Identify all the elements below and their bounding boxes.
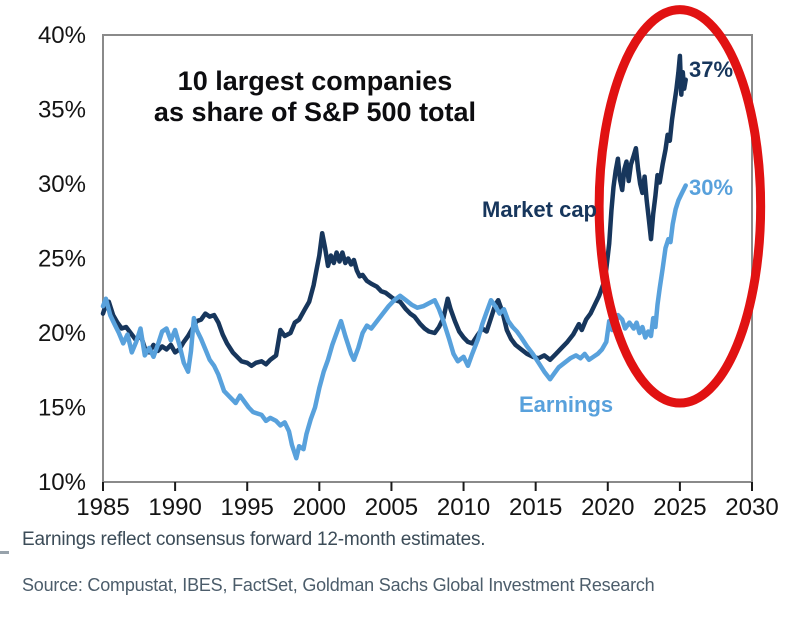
y-tick-label: 25% xyxy=(38,246,86,273)
y-tick-label: 15% xyxy=(38,395,86,422)
x-tick-label: 2030 xyxy=(725,494,778,521)
earnings-end-value: 30% xyxy=(689,175,734,200)
x-tick-label: 1990 xyxy=(148,494,201,521)
highlight-ellipse xyxy=(594,5,766,408)
x-tick-label: 2010 xyxy=(437,494,490,521)
x-tick-label: 2020 xyxy=(581,494,634,521)
market-cap-series-label: Market cap xyxy=(482,197,597,222)
y-tick-label: 35% xyxy=(38,97,86,124)
x-tick-label: 1995 xyxy=(221,494,274,521)
market-cap-end-value: 37% xyxy=(689,57,734,82)
chart-title: 10 largest companies as share of S&P 500… xyxy=(115,66,515,128)
y-tick-label: 10% xyxy=(38,469,86,496)
chart-title-line2: as share of S&P 500 total xyxy=(153,97,477,128)
chart-title-line1: 10 largest companies xyxy=(177,66,453,96)
footnote-text: Earnings reflect consensus forward 12-mo… xyxy=(22,529,486,550)
y-tick-label: 40% xyxy=(38,22,86,49)
earnings-series-label: Earnings xyxy=(519,392,614,417)
x-tick-label: 2025 xyxy=(653,494,706,521)
x-tick-label: 1985 xyxy=(76,494,129,521)
plot-border xyxy=(102,34,753,483)
y-tick-label: 30% xyxy=(38,171,86,198)
stray-edge-dash xyxy=(0,551,9,554)
market-cap-line xyxy=(100,53,688,369)
x-tick-label: 2005 xyxy=(365,494,418,521)
y-tick-label: 20% xyxy=(38,320,86,347)
x-tick-label: 2000 xyxy=(293,494,346,521)
earnings-line xyxy=(100,183,688,461)
x-tick-label: 2015 xyxy=(509,494,562,521)
source-text: Source: Compustat, IBES, FactSet, Goldma… xyxy=(22,575,655,595)
